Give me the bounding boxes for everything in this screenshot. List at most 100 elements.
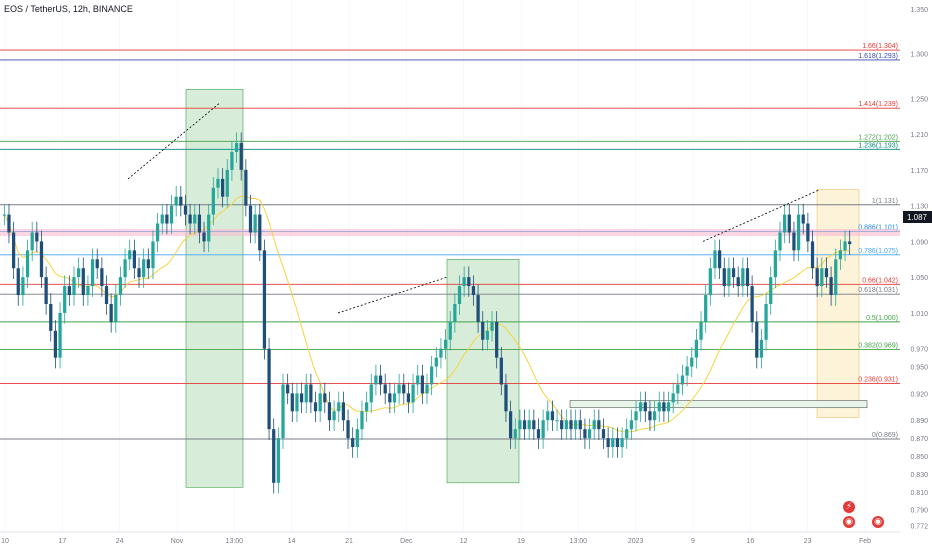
candle (374, 375, 378, 385)
candle (267, 348, 271, 430)
candle (625, 429, 629, 439)
time-tick-label: 9 (691, 538, 695, 545)
price-tick-label: 1.170 (910, 168, 928, 175)
fib-level-label: 0(0.869) (872, 432, 898, 439)
candle (67, 286, 71, 296)
candle (2, 214, 6, 216)
candle (434, 357, 438, 367)
candle (351, 438, 355, 448)
candle (295, 393, 299, 412)
price-tick-label: 0.890 (910, 418, 928, 425)
price-tick-label: 0.790 (910, 508, 928, 515)
highlight-box (569, 400, 868, 409)
candle (560, 420, 564, 430)
candle (221, 178, 225, 197)
time-tick-label: 14 (288, 538, 296, 545)
last-price-label: 1.087 (907, 213, 928, 222)
candle (425, 384, 429, 394)
candle (193, 214, 197, 224)
price-tick-label: 1.050 (910, 275, 928, 282)
candle (183, 205, 188, 215)
fib-level-label: 1.272(1.202) (858, 134, 898, 141)
candle (508, 411, 513, 439)
fib-level-label: 0.5(1.000) (866, 315, 898, 322)
price-tick-label: 1.350 (910, 7, 928, 14)
candle (188, 214, 192, 224)
candle (741, 268, 745, 287)
candle (578, 420, 582, 430)
price-tick-label: 1.010 (910, 311, 928, 318)
candle (25, 250, 30, 278)
lightning-icon[interactable]: ⚡ (843, 501, 855, 513)
candle (230, 152, 234, 170)
candle (662, 402, 666, 412)
candle (750, 286, 754, 322)
candle (197, 214, 202, 233)
candle (815, 268, 819, 287)
price-axis[interactable]: 1.350 1.300 1.250 1.210 1.170 1.130 1.090 1.050… (900, 0, 932, 550)
chart-title: EOS / TetherUS, 12h, BINANCE (4, 4, 133, 14)
time-tick-label: 13:00 (570, 538, 588, 545)
candle (323, 393, 327, 403)
candle (286, 384, 290, 394)
candlesticks (2, 132, 852, 494)
candle (383, 384, 387, 394)
candle (58, 312, 62, 358)
candle (792, 232, 796, 251)
candle (745, 268, 750, 287)
candle (355, 429, 359, 448)
candle (128, 250, 132, 260)
candle (634, 411, 638, 421)
candle (564, 420, 568, 430)
candle (704, 295, 708, 322)
candle (146, 259, 150, 269)
flag-icon[interactable]: ◉ (872, 516, 884, 528)
candle (430, 366, 434, 385)
candle (95, 259, 99, 269)
candle (21, 277, 25, 296)
candle (211, 187, 215, 215)
candle (462, 277, 466, 287)
candle (504, 384, 508, 412)
candle (397, 384, 401, 394)
candle (848, 241, 852, 245)
candle (652, 411, 657, 421)
candle (481, 321, 485, 340)
candle (81, 268, 85, 296)
time-tick-label: 23 (804, 538, 812, 545)
candle (536, 429, 541, 439)
fib-level-label: 1.618(1.293) (858, 53, 898, 60)
candle (165, 214, 169, 224)
candle (787, 214, 791, 233)
candle (666, 402, 671, 412)
candle (764, 304, 768, 340)
candle (778, 232, 782, 251)
price-tick-label: 0.870 (910, 436, 928, 443)
candle (123, 259, 127, 278)
candle (550, 411, 555, 421)
candle (174, 196, 178, 206)
price-tick-label: 0.810 (910, 490, 928, 497)
candle (290, 393, 294, 412)
fib-level-label: 1.66(1.304) (862, 43, 898, 50)
candle (216, 178, 220, 188)
candle (499, 357, 503, 385)
candle (717, 250, 722, 269)
candle (769, 277, 773, 304)
candle (202, 232, 206, 242)
time-tick-label: 2023 (628, 538, 644, 545)
candle (90, 259, 95, 287)
candle (388, 393, 392, 403)
candle (77, 268, 81, 278)
candle (100, 268, 104, 287)
flag-icon[interactable]: ◉ (843, 516, 855, 528)
candle (327, 402, 332, 421)
candle (806, 223, 810, 242)
candle (457, 286, 462, 304)
time-tick-label: 19 (517, 538, 525, 545)
candle (629, 420, 633, 430)
candle (160, 214, 164, 224)
price-tick-label: 1.210 (910, 132, 928, 139)
time-axis[interactable]: 10 17 24 Nov 13:00 14 21 Dec 12 19 13:00 2023 9 16 23 F… (0, 531, 900, 545)
